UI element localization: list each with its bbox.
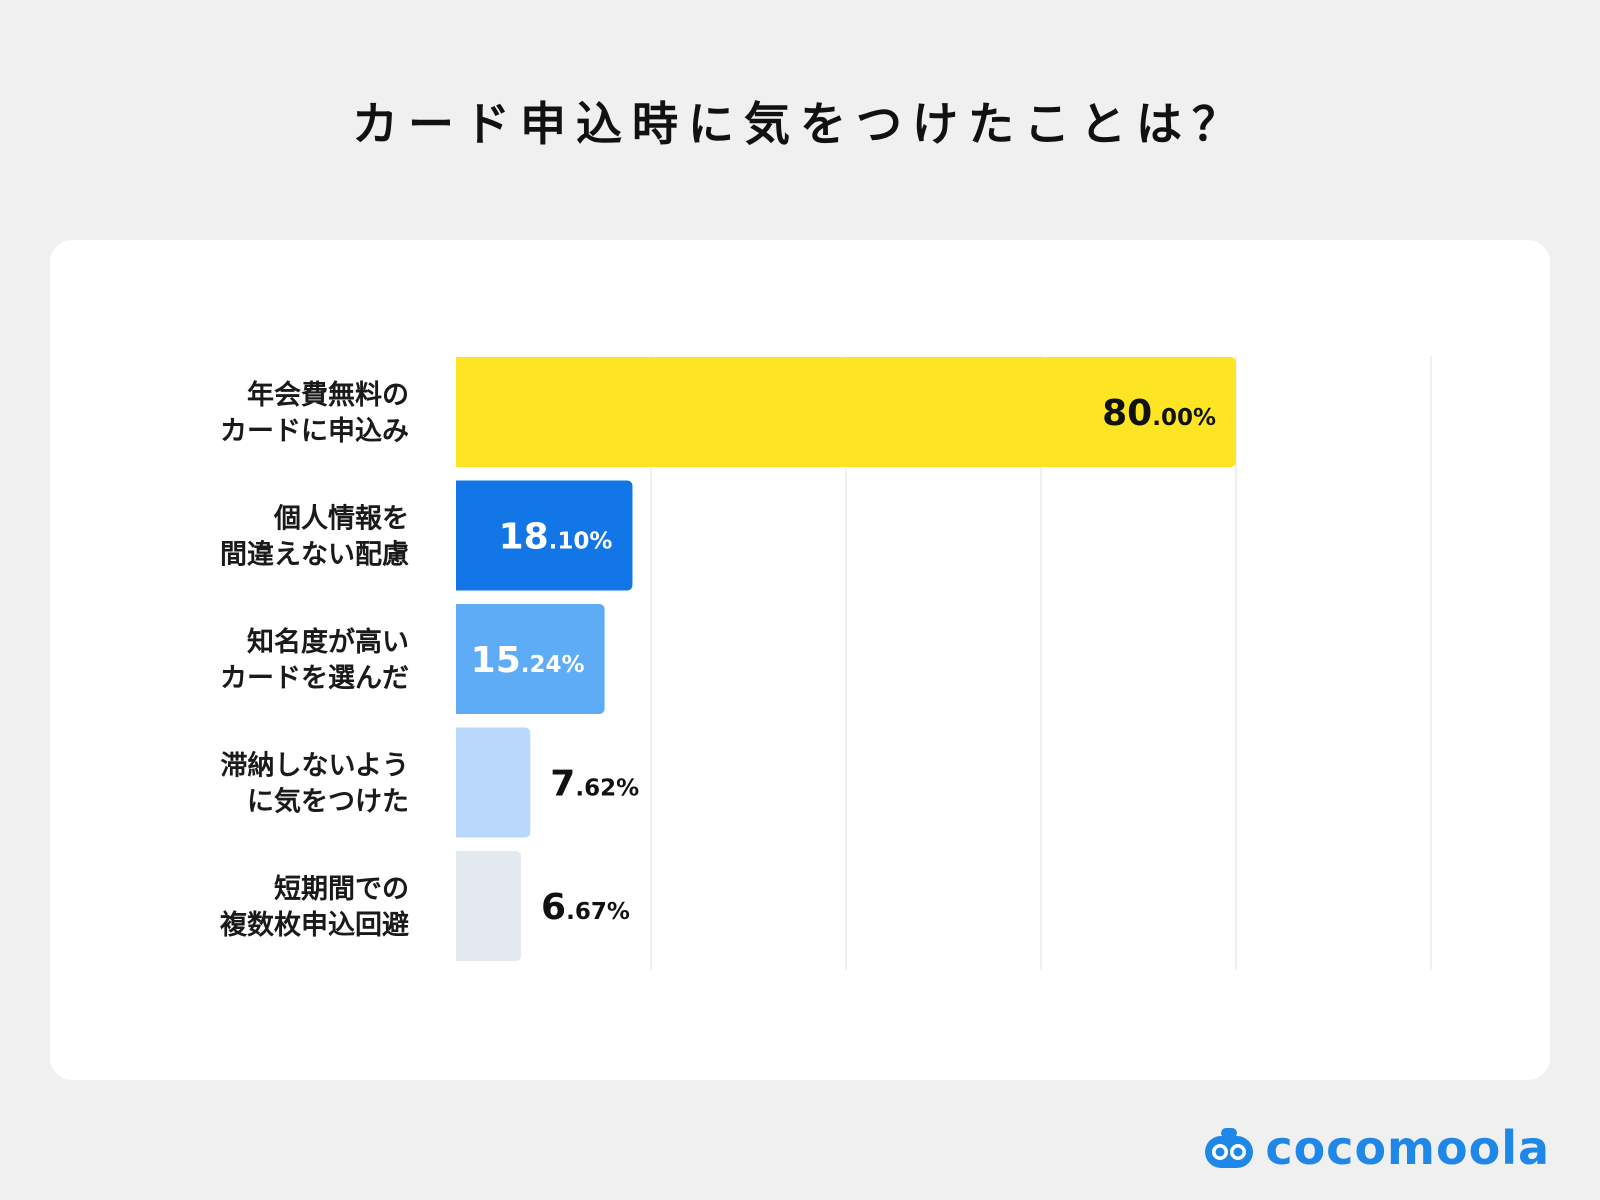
value-label: 80.00% bbox=[1102, 393, 1216, 434]
bar bbox=[456, 604, 605, 714]
brand-logo: cocomoola bbox=[1201, 1120, 1550, 1176]
value-label: 18.10% bbox=[499, 517, 613, 558]
category-label: 短期間での複数枚申込回避 bbox=[220, 874, 409, 941]
category-label: 年会費無料のカードに申込み bbox=[220, 379, 409, 447]
bar bbox=[456, 727, 531, 838]
value-label: 15.24% bbox=[471, 640, 585, 681]
bar bbox=[456, 480, 633, 591]
value-label: 6.67% bbox=[541, 887, 630, 928]
category-label: 知名度が高いカードを選んだ bbox=[220, 626, 409, 694]
category-label: 滞納しないように気をつけた bbox=[221, 750, 409, 818]
chart-title: カード申込時に気をつけたことは？ bbox=[352, 97, 1248, 151]
category-label: 個人情報を間違えない配慮 bbox=[220, 504, 409, 571]
bar bbox=[456, 357, 1236, 467]
cocomoola-logo-icon bbox=[1205, 1128, 1254, 1168]
value-label: 7.62% bbox=[550, 764, 639, 805]
bar bbox=[456, 851, 522, 961]
chart-card: 年会費無料のカードに申込み 80.00% 個人情報を間違えない配慮 18.10% 知名度… bbox=[50, 240, 1550, 1080]
bar-chart: 年会費無料のカードに申込み 80.00% 個人情報を間違えない配慮 18.10% 知名度… bbox=[220, 356, 1432, 970]
brand-name: cocomoola bbox=[1265, 1121, 1550, 1175]
